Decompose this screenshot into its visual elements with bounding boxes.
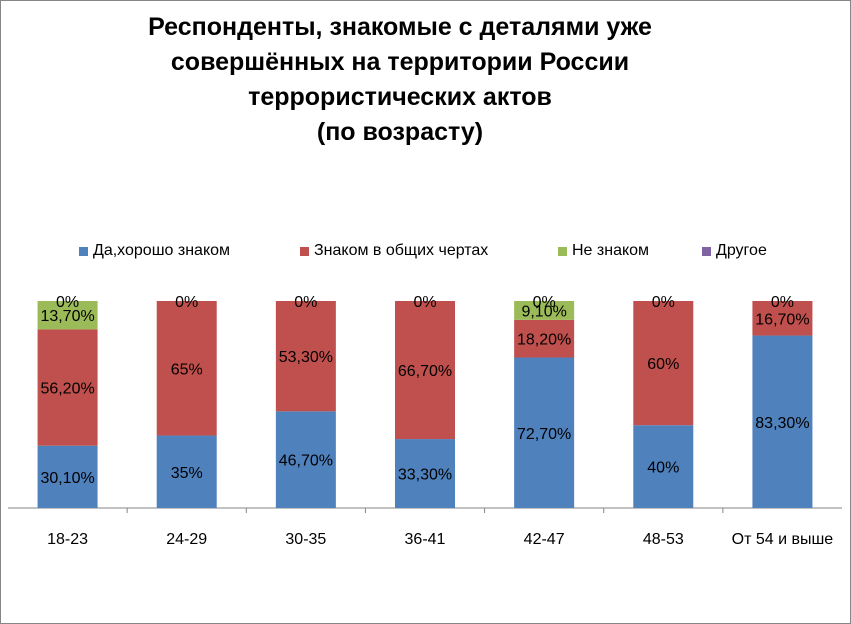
data-label: 18,20% xyxy=(517,332,571,349)
bar-segment-3 xyxy=(37,301,98,330)
legend-swatch xyxy=(300,246,309,256)
bar-segment-2 xyxy=(514,319,575,358)
bar-segment-1 xyxy=(395,439,455,508)
data-label: 30,10% xyxy=(40,470,94,487)
legend-label: Да,хорошо знаком xyxy=(93,242,231,259)
data-label: 53,30% xyxy=(279,349,333,366)
bar-segment-2 xyxy=(395,301,455,440)
x-tick-label: 18-23 xyxy=(47,531,88,548)
bar-segment-2 xyxy=(37,329,98,446)
data-label: 72,70% xyxy=(517,426,571,443)
data-label: 60% xyxy=(647,356,679,373)
data-label: 9,10% xyxy=(521,303,566,320)
x-tick-label: От 54 и выше xyxy=(732,531,834,548)
legend-item-ne-znakom: Не знаком xyxy=(558,240,649,262)
bar-segment-1 xyxy=(275,411,336,508)
bar-segment-3 xyxy=(514,301,575,320)
x-tick-label: 36-41 xyxy=(405,531,446,548)
data-label: 0% xyxy=(652,294,675,311)
legend-label: Другое xyxy=(716,242,767,259)
bar-segment-2 xyxy=(156,301,217,436)
data-label: 0% xyxy=(175,294,198,311)
legend-item-da-khorosho-znakom: Да,хорошо знаком xyxy=(79,240,230,262)
bar-segment-1 xyxy=(156,435,217,508)
data-label: 65% xyxy=(171,361,203,378)
x-tick-label: 48-53 xyxy=(643,531,684,548)
bar-segment-2 xyxy=(275,301,336,412)
legend-swatch xyxy=(558,246,567,256)
bar-segment-1 xyxy=(752,335,813,508)
data-label: 40% xyxy=(647,460,679,477)
bar-segment-1 xyxy=(514,357,575,508)
data-label: 16,70% xyxy=(755,311,809,328)
legend-swatch xyxy=(79,246,88,256)
chart-title-line-3: террористических актов xyxy=(248,83,552,111)
legend-label: Знаком в общих чертах xyxy=(314,242,489,259)
data-label: 0% xyxy=(294,294,317,311)
bar-segment-1 xyxy=(633,425,694,508)
x-tick-label: 24-29 xyxy=(166,531,207,548)
bar-segment-2 xyxy=(752,301,813,336)
chart-legend: Да,хорошо знаком Знаком в общих чертах Н… xyxy=(0,240,851,262)
data-label: 13,70% xyxy=(40,308,94,325)
data-label: 46,70% xyxy=(279,453,333,470)
bar-segment-2 xyxy=(633,301,694,426)
data-label: 66,70% xyxy=(398,363,452,380)
data-label: 83,30% xyxy=(755,415,809,432)
bar-segment-1 xyxy=(37,445,98,508)
chart-title-line-1: Респонденты, знакомые с деталями уже xyxy=(148,13,652,41)
data-label: 0% xyxy=(771,294,794,311)
data-label: 35% xyxy=(171,465,203,482)
legend-label: Не знаком xyxy=(572,242,650,259)
chart-title: Респонденты, знакомые с деталями уже сов… xyxy=(40,10,760,150)
legend-item-znakom-v-obshchikh-chertakh: Знаком в общих чертах xyxy=(300,240,488,262)
data-label: 33,30% xyxy=(398,467,452,484)
data-label: 0% xyxy=(56,294,79,311)
data-label: 0% xyxy=(533,294,556,311)
legend-swatch xyxy=(702,246,711,256)
data-label: 0% xyxy=(413,294,436,311)
data-label: 56,20% xyxy=(40,381,94,398)
chart-title-line-4: (по возрасту) xyxy=(316,118,484,146)
x-tick-label: 42-47 xyxy=(524,531,565,548)
x-tick-label: 30-35 xyxy=(285,531,326,548)
legend-item-drugoe: Другое xyxy=(702,240,767,262)
chart-title-line-2: совершённых на территории России xyxy=(170,48,630,76)
